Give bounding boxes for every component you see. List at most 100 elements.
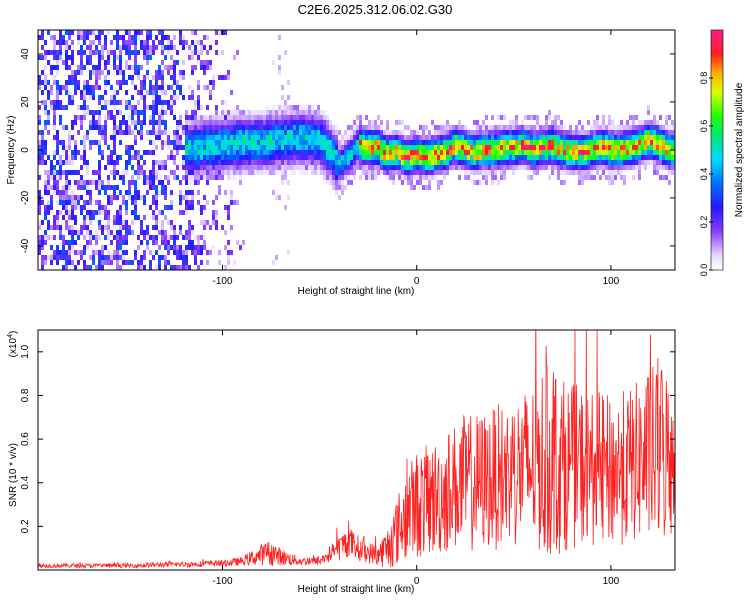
spectrogram-cell bbox=[98, 235, 101, 240]
spectrogram-cell bbox=[629, 125, 632, 130]
spectrogram-cell bbox=[197, 50, 200, 55]
spectrogram-cell bbox=[203, 205, 206, 210]
spectrogram-cell bbox=[296, 135, 299, 140]
spectrogram-cell bbox=[233, 135, 236, 140]
spectrogram-cell bbox=[278, 140, 281, 145]
spectrogram-cell bbox=[74, 230, 77, 235]
spectrogram-cell bbox=[116, 215, 119, 220]
spectrogram-cell bbox=[176, 265, 179, 270]
spectrogram-cell bbox=[74, 115, 77, 120]
spectrogram-cell bbox=[68, 155, 71, 160]
spectrogram-cell bbox=[326, 120, 329, 125]
spectrogram-cell bbox=[140, 85, 143, 90]
spectrogram-cell bbox=[215, 115, 218, 120]
spectrogram-cell bbox=[98, 35, 101, 40]
spectrogram-cell bbox=[95, 70, 98, 75]
spectrogram-cell bbox=[77, 65, 80, 70]
spectrogram-cell bbox=[302, 135, 305, 140]
spectrogram-cell bbox=[104, 205, 107, 210]
spectrogram-cell bbox=[125, 250, 128, 255]
spectrogram-cell bbox=[245, 170, 248, 175]
spectrogram-cell bbox=[281, 105, 284, 110]
spectrogram-cell bbox=[239, 140, 242, 145]
spectrogram-cell bbox=[293, 155, 296, 160]
spectrogram-cell bbox=[83, 50, 86, 55]
spectrogram-cell bbox=[473, 170, 476, 175]
spectrogram-cell bbox=[266, 145, 269, 150]
spectrogram-cell bbox=[161, 90, 164, 95]
spectrogram-cell bbox=[407, 140, 410, 145]
spectrogram-cell bbox=[161, 70, 164, 75]
spectrogram-cell bbox=[116, 155, 119, 160]
snr-x-tick-label: -100 bbox=[212, 576, 232, 587]
spectrogram-cell bbox=[224, 30, 227, 35]
spectrogram-cell bbox=[668, 130, 671, 135]
spectrogram-cell bbox=[227, 70, 230, 75]
spectrogram-cell bbox=[389, 165, 392, 170]
spectrogram-cell bbox=[140, 230, 143, 235]
spectrogram-cell bbox=[146, 90, 149, 95]
spectrogram-cell bbox=[629, 150, 632, 155]
spectrogram-cell bbox=[224, 75, 227, 80]
spectrogram-cell bbox=[161, 40, 164, 45]
spectrogram-cell bbox=[158, 110, 161, 115]
spectrogram-cell bbox=[632, 175, 635, 180]
spectrogram-cell bbox=[74, 170, 77, 175]
spectrogram-cell bbox=[65, 250, 68, 255]
spectrogram-cell bbox=[203, 220, 206, 225]
spectrogram-cell bbox=[659, 150, 662, 155]
spectrogram-cell bbox=[596, 115, 599, 120]
spectrogram-cell bbox=[458, 135, 461, 140]
spectrogram-cell bbox=[527, 165, 530, 170]
spectrogram-cell bbox=[356, 130, 359, 135]
spectrogram-cell bbox=[557, 175, 560, 180]
spectrogram-cell bbox=[92, 40, 95, 45]
spectrogram-cell bbox=[158, 100, 161, 105]
spectrogram-cell bbox=[236, 125, 239, 130]
spectrogram-cell bbox=[377, 145, 380, 150]
spectrogram-cell bbox=[248, 140, 251, 145]
spectrogram-cell bbox=[308, 165, 311, 170]
spectrogram-cell bbox=[611, 165, 614, 170]
spectrogram-cell bbox=[623, 135, 626, 140]
spectrogram-cell bbox=[251, 160, 254, 165]
spectrogram-cell bbox=[89, 220, 92, 225]
spectrogram-cell bbox=[380, 125, 383, 130]
spectrogram-cell bbox=[107, 60, 110, 65]
snr-series-line bbox=[38, 330, 675, 570]
spectrogram-cell bbox=[140, 260, 143, 265]
spectrogram-cell bbox=[221, 125, 224, 130]
spectrogram-cell bbox=[236, 105, 239, 110]
spectrogram-cell bbox=[179, 30, 182, 35]
spectrogram-cell bbox=[218, 130, 221, 135]
spectrogram-cell bbox=[143, 110, 146, 115]
spectrogram-cell bbox=[65, 265, 68, 270]
spectrogram-cell bbox=[221, 110, 224, 115]
spectrogram-cell bbox=[224, 150, 227, 155]
spectrogram-cell bbox=[95, 250, 98, 255]
spectrogram-cell bbox=[563, 155, 566, 160]
spectrogram-cell bbox=[506, 150, 509, 155]
spectrogram-cell bbox=[275, 140, 278, 145]
spectrogram-cell bbox=[122, 75, 125, 80]
spectrogram-cell bbox=[170, 225, 173, 230]
spectrogram-cell bbox=[44, 260, 47, 265]
spectrogram-cell bbox=[518, 125, 521, 130]
spectrogram-cell bbox=[266, 165, 269, 170]
spectrogram-cell bbox=[251, 115, 254, 120]
spectrogram-cell bbox=[344, 130, 347, 135]
spectrogram-cell bbox=[401, 170, 404, 175]
spectrogram-cell bbox=[287, 130, 290, 135]
spectrogram-cell bbox=[431, 120, 434, 125]
spectrogram-cell bbox=[275, 150, 278, 155]
spectrogram-cell bbox=[212, 245, 215, 250]
spectrogram-cell bbox=[38, 55, 41, 60]
spectrogram-cell bbox=[59, 50, 62, 55]
spectrogram-cell bbox=[107, 210, 110, 215]
spectrogram-cell bbox=[113, 160, 116, 165]
spectrogram-cell bbox=[599, 150, 602, 155]
spectrogram-cell bbox=[644, 150, 647, 155]
spectrogram-cell bbox=[65, 150, 68, 155]
spectrogram-cell bbox=[143, 80, 146, 85]
spectrogram-cell bbox=[119, 240, 122, 245]
